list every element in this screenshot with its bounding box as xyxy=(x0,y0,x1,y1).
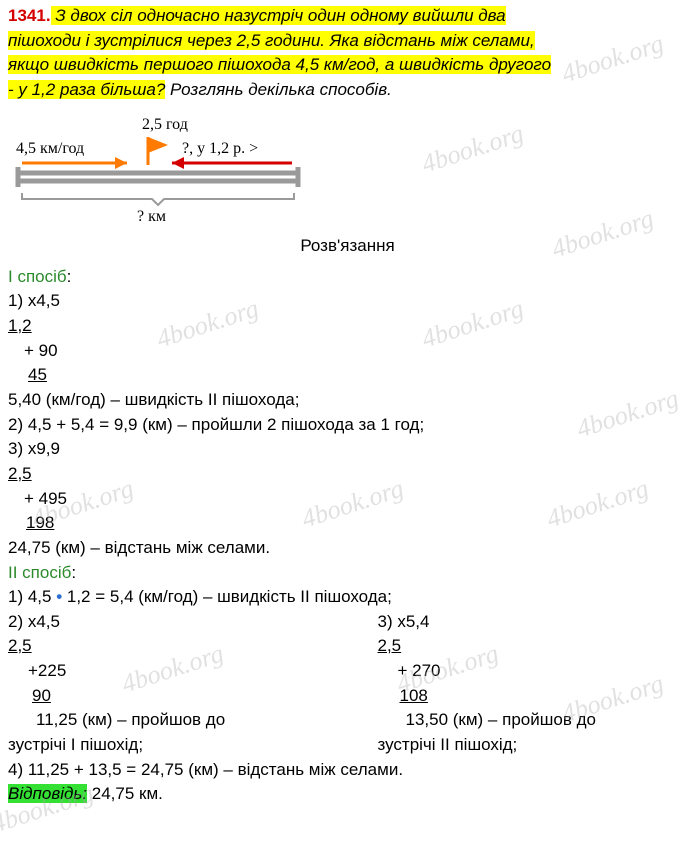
problem-text-l1: З двох сіл одночасно назустріч один одно… xyxy=(51,6,506,25)
solution-title: Розв'язання xyxy=(8,234,687,259)
problem-number: 1341. xyxy=(8,6,51,25)
problem-text-l3: якщо швидкість першого пішохода 4,5 км/г… xyxy=(8,55,551,74)
m1-s1-c: + 90 xyxy=(24,341,58,360)
problem-text-l4a: - у 1,2 раза більша? xyxy=(8,80,165,99)
method1-block: I спосіб: 1) x4,5 1,2 + 90 45 5,40 (км/г… xyxy=(8,265,687,561)
m1-s1-a: x4,5 xyxy=(28,291,60,310)
m2-l-res2: зустрічі I пішохід; xyxy=(8,733,318,758)
m1-s2: 2) 4,5 + 5,4 = 9,9 (км) – пройшли 2 пішо… xyxy=(8,413,687,438)
diagram-right-label: ?, у 1,2 р. > xyxy=(182,140,258,157)
m1-s1-res: 5,40 (км/год) – швидкість II пішохода; xyxy=(8,388,687,413)
m1-s1-prefix: 1) xyxy=(8,291,28,310)
m1-s3-res: 24,75 (км) – відстань між селами. xyxy=(8,536,687,561)
m2-r-res1: 13,50 (км) – пройшов до xyxy=(378,708,688,733)
answer-value: 24,75 км. xyxy=(87,784,163,803)
page-root: 1341. З двох сіл одночасно назустріч оди… xyxy=(0,0,695,819)
method2-label: II спосіб xyxy=(8,563,71,582)
method2-block: II спосіб: 1) 4,5 • 1,2 = 5,4 (км/год) –… xyxy=(8,561,687,783)
m2-l-res1: 11,25 (км) – пройшов до xyxy=(8,708,318,733)
m2-l-b: 2,5 xyxy=(8,636,32,655)
m1-s1-b: 1,2 xyxy=(8,316,32,335)
m2-s1-b: 1,2 = 5,4 (км/год) – швидкість II пішохо… xyxy=(62,587,392,606)
brace-icon xyxy=(22,193,294,205)
m1-s3-d: 198 xyxy=(26,513,54,532)
method1-label: I спосіб xyxy=(8,267,67,286)
diagram-bottom-label: ? км xyxy=(137,208,166,223)
arrow-right-head xyxy=(172,157,184,169)
m2-l-d: 90 xyxy=(32,686,51,705)
m2-right-col: 3) x5,4 2,5 + 270 108 13,50 (км) – пройш… xyxy=(318,610,688,758)
answer-label: Відповідь: xyxy=(8,784,87,803)
m1-s3-b: 2,5 xyxy=(8,464,32,483)
m1-s3-prefix: 3) xyxy=(8,439,28,458)
m1-s3-a: x9,9 xyxy=(28,439,60,458)
m2-left-col: 2) x4,5 2,5 +225 90 11,25 (км) – пройшов… xyxy=(8,610,318,758)
method2-colon: : xyxy=(71,563,76,582)
m2-r-a: 3) x5,4 xyxy=(378,610,688,635)
method1-colon: : xyxy=(67,267,72,286)
m2-r-d: 108 xyxy=(400,686,428,705)
m2-l-a: 2) x4,5 xyxy=(8,610,318,635)
diagram-top-label: 2,5 год xyxy=(142,116,188,133)
problem-block: 1341. З двох сіл одночасно назустріч оди… xyxy=(8,4,687,103)
m1-s1-d: 45 xyxy=(28,365,47,384)
m2-l-c: +225 xyxy=(8,659,318,684)
m1-s3-c: + 495 xyxy=(24,489,67,508)
flag-icon xyxy=(148,137,168,153)
diagram: 2,5 год 4,5 км/год ?, у 1,2 р. > ? км xyxy=(12,113,687,231)
diagram-svg: 2,5 год 4,5 км/год ?, у 1,2 р. > ? км xyxy=(12,113,312,223)
answer-block: Відповідь: 24,75 км. xyxy=(8,782,687,807)
arrow-left-head xyxy=(115,157,127,169)
m2-s4: 4) 11,25 + 13,5 = 24,75 (км) – відстань … xyxy=(8,758,687,783)
m2-r-b: 2,5 xyxy=(378,636,402,655)
m2-r-c: + 270 xyxy=(378,659,688,684)
diagram-left-speed: 4,5 км/год xyxy=(16,140,84,157)
m2-r-res2: зустрічі II пішохід; xyxy=(378,733,688,758)
problem-text-l2: пішоходи і зустрілися через 2,5 години. … xyxy=(8,31,535,50)
m2-s1-a: 1) 4,5 xyxy=(8,587,56,606)
problem-text-l4b: Розглянь декілька способів. xyxy=(165,80,392,99)
